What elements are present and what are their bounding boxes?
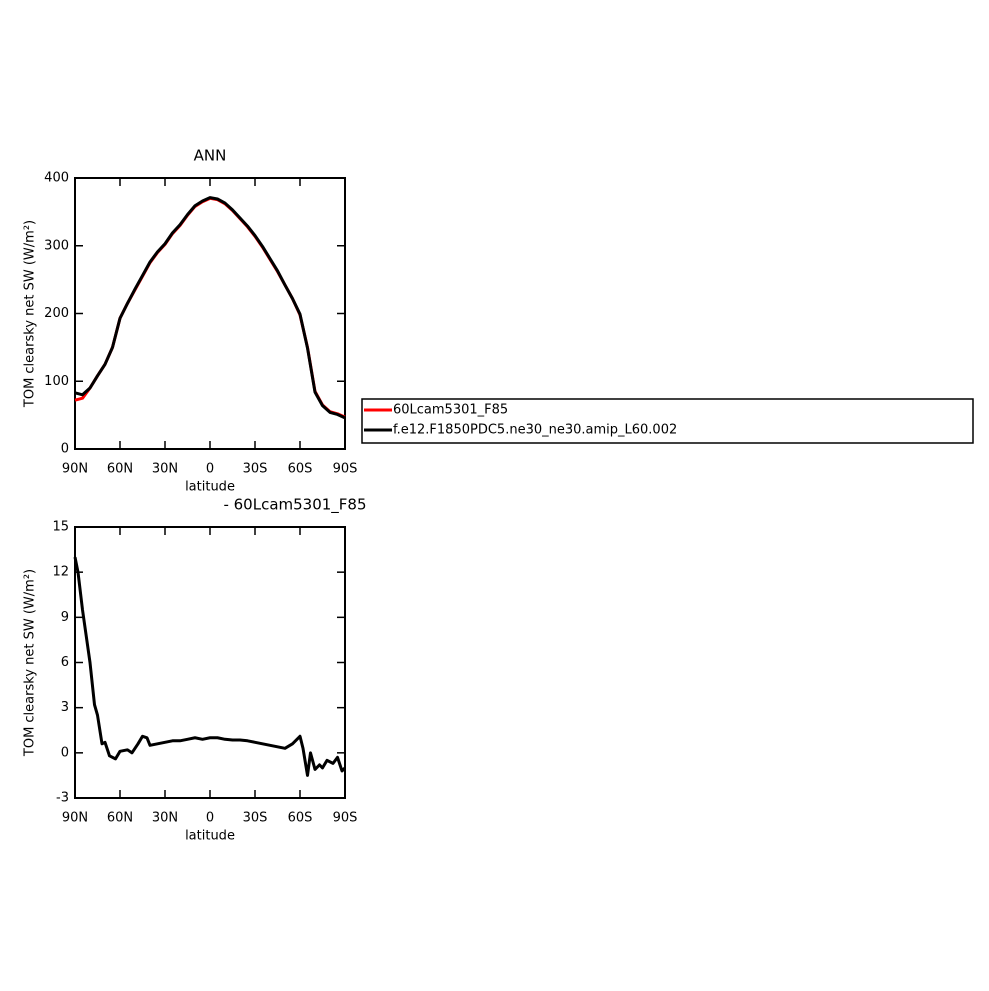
legend-box (361, 398, 974, 444)
x-tick-label: 60N (107, 811, 133, 826)
chart-title: - 60Lcam5301_F85 (223, 496, 366, 515)
y-tick-label: 12 (52, 565, 69, 580)
x-tick-label: 90S (333, 811, 358, 826)
y-tick-label: 9 (61, 610, 69, 625)
y-tick-label: 300 (44, 238, 69, 253)
y-tick-label: 3 (61, 700, 69, 715)
y-tick-label: -3 (56, 791, 69, 806)
legend-label: f.e12.F1850PDC5.ne30_ne30.amip_L60.002 (393, 423, 677, 438)
x-tick-label: 90S (333, 462, 358, 477)
y-tick-label: 400 (44, 171, 69, 186)
x-tick-label: 90N (62, 462, 88, 477)
y-tick-label: 6 (61, 655, 69, 670)
x-tick-label: 30S (243, 462, 268, 477)
series-line (74, 196, 346, 420)
x-tick-label: 30S (243, 811, 268, 826)
x-tick-label: 0 (206, 462, 214, 477)
x-tick-label: 30N (152, 811, 178, 826)
y-tick-label: 200 (44, 306, 69, 321)
legend-label: 60Lcam5301_F85 (393, 403, 508, 418)
series-line (74, 196, 346, 419)
plot-frame (74, 177, 346, 450)
y-tick-label: 0 (61, 745, 69, 760)
x-tick-label: 30N (152, 462, 178, 477)
x-axis-label: latitude (185, 829, 235, 844)
x-tick-label: 90N (62, 811, 88, 826)
y-tick-label: 0 (61, 442, 69, 457)
x-tick-label: 60N (107, 462, 133, 477)
x-axis-label: latitude (185, 480, 235, 495)
y-axis-label: TOM clearsky net SW (W/m²) (23, 220, 38, 408)
x-tick-label: 60S (288, 462, 313, 477)
y-tick-label: 100 (44, 374, 69, 389)
x-tick-label: 0 (206, 811, 214, 826)
x-tick-label: 60S (288, 811, 313, 826)
data-line (73, 556, 347, 777)
chart-title: ANN (194, 147, 227, 165)
y-axis-label: TOM clearsky net SW (W/m²) (23, 569, 38, 757)
y-tick-label: 15 (52, 520, 69, 535)
